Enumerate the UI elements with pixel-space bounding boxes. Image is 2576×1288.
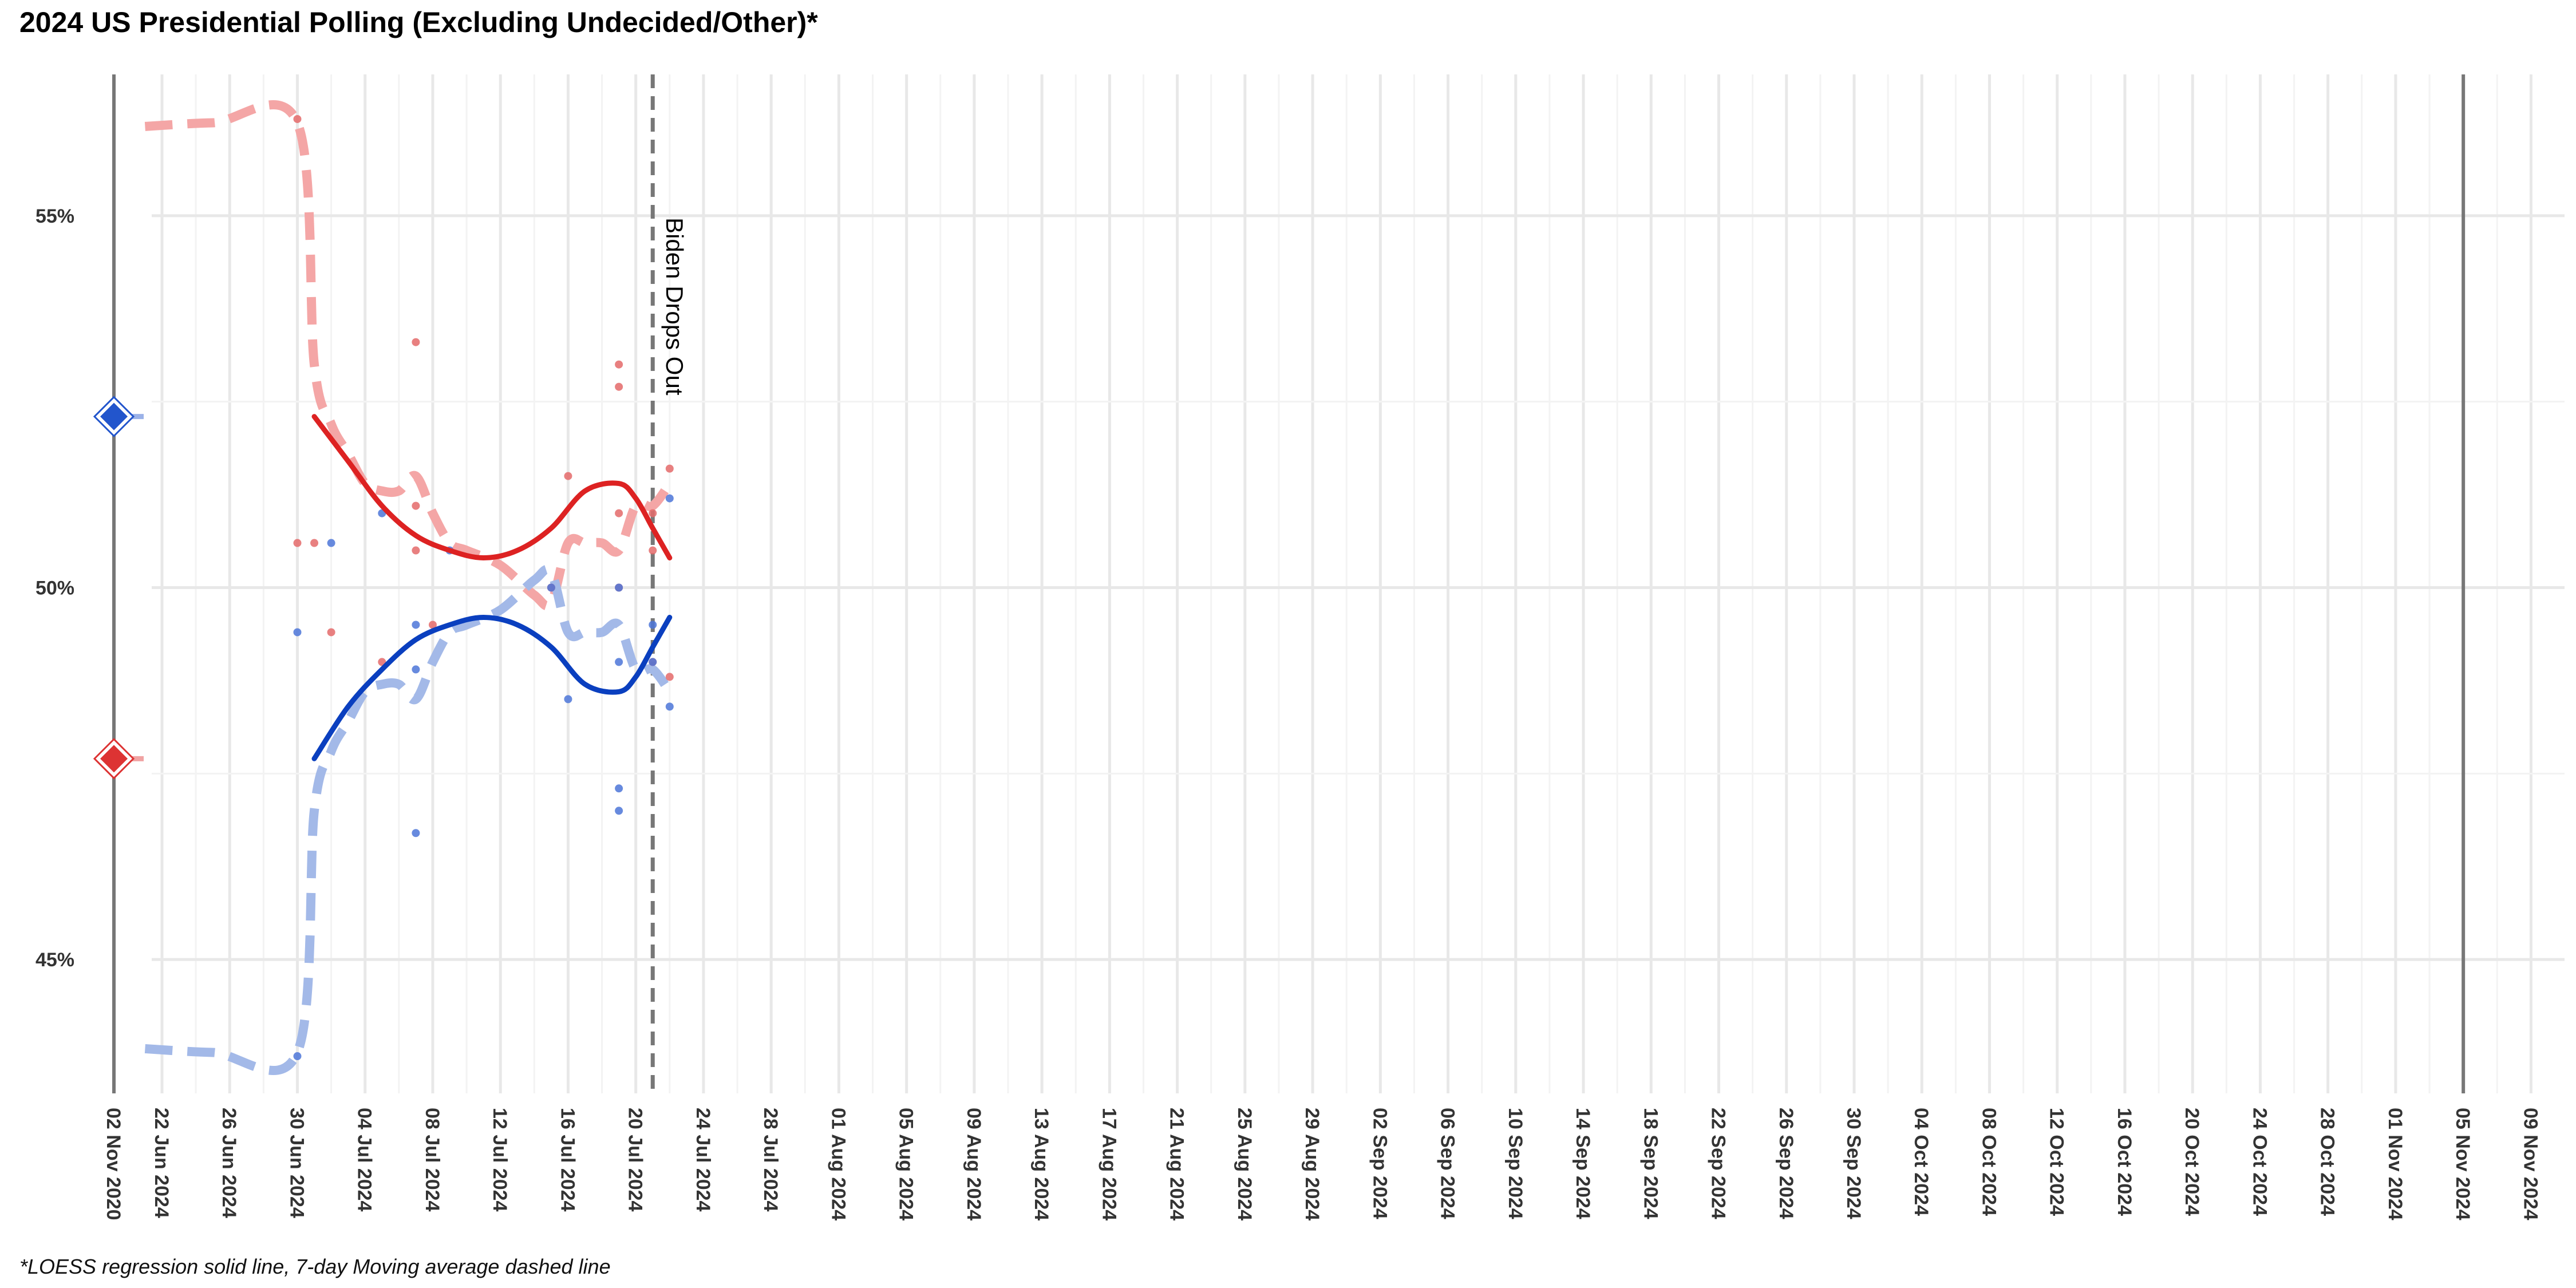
event-label: Biden Drops Out <box>661 218 688 396</box>
democratic-poll-point <box>412 829 420 837</box>
republican-poll-point <box>665 673 674 681</box>
republican-poll-point <box>615 382 623 391</box>
x-tick-label: 30 Sep 2024 <box>1843 1108 1864 1219</box>
chart-caption: *LOESS regression solid line, 7-day Movi… <box>19 1255 611 1278</box>
x-tick-label: 01 Nov 2024 <box>2384 1108 2406 1220</box>
republican-poll-point <box>327 628 335 637</box>
x-tick-label: 20 Oct 2024 <box>2181 1108 2203 1216</box>
x-tick-label: 20 Jul 2024 <box>625 1108 646 1212</box>
y-tick-label: 55% <box>35 206 74 227</box>
result-markers-layer <box>93 396 144 780</box>
x-tick-label: 22 Jun 2024 <box>151 1108 172 1218</box>
x-tick-label: 10 Sep 2024 <box>1504 1108 1526 1219</box>
x-tick-label: 12 Oct 2024 <box>2046 1108 2068 1216</box>
x-tick-label: 02 Sep 2024 <box>1369 1108 1390 1219</box>
x-tick-label: 01 Aug 2024 <box>827 1108 849 1220</box>
republican-poll-point <box>615 360 623 369</box>
x-tick-label: 09 Nov 2024 <box>2519 1108 2541 1220</box>
republican-moving-average-line <box>144 100 674 611</box>
republican-poll-point <box>564 472 572 480</box>
democratic-poll-point <box>665 494 674 503</box>
republican-poll-point <box>649 509 657 517</box>
republican-2020-result-marker <box>100 745 128 773</box>
democratic-poll-point <box>564 695 572 704</box>
reference-lines-layer: Biden Drops Out <box>112 74 2466 1093</box>
x-tick-label: 09 Aug 2024 <box>963 1108 985 1220</box>
republican-poll-point <box>649 546 657 555</box>
republican-poll-point <box>310 539 319 547</box>
republican-poll-point <box>293 539 302 547</box>
x-tick-label: 26 Jun 2024 <box>218 1108 240 1218</box>
x-tick-labels: 02 Nov 2020 22 Jun 2024 26 Jun 2024 30 Jun … <box>102 1108 2541 1220</box>
republican-poll-point <box>615 509 623 517</box>
x-tick-label: 22 Sep 2024 <box>1708 1108 1729 1219</box>
x-tick-label: 25 Aug 2024 <box>1234 1108 1255 1220</box>
x-tick-label: 21 Aug 2024 <box>1166 1108 1188 1220</box>
loess-layer <box>311 414 673 761</box>
x-tick-label: 12 Jul 2024 <box>489 1108 511 1212</box>
democratic-poll-point <box>293 1052 302 1061</box>
republican-poll-point <box>412 338 420 346</box>
y-tick-label: 50% <box>35 577 74 599</box>
x-tick-label: 08 Jul 2024 <box>421 1108 443 1212</box>
democratic-poll-point <box>293 628 302 637</box>
democratic-poll-point <box>649 621 657 629</box>
republican-poll-point <box>293 114 302 123</box>
moving-average-layer <box>144 100 674 1076</box>
democratic-poll-point <box>327 539 335 547</box>
democratic-poll-point <box>412 621 420 629</box>
democratic-poll-point <box>412 665 420 674</box>
republican-poll-point <box>412 501 420 510</box>
x-tick-label: 05 Nov 2024 <box>2452 1108 2474 1220</box>
democratic-moving-average-line <box>144 564 674 1076</box>
republican-poll-point <box>428 621 437 629</box>
x-tick-label: 28 Jul 2024 <box>760 1108 781 1212</box>
x-tick-label: 26 Sep 2024 <box>1775 1108 1797 1219</box>
republican-poll-point <box>412 546 420 555</box>
democratic-2020-result-marker <box>100 402 128 430</box>
x-tick-label: 30 Jun 2024 <box>286 1108 307 1218</box>
y-tick-labels: 45% 50% 55% <box>35 206 74 971</box>
republican-loess-line <box>311 414 673 561</box>
democratic-poll-point <box>615 784 623 793</box>
x-tick-label: 14 Sep 2024 <box>1572 1108 1594 1219</box>
x-tick-label: 04 Jul 2024 <box>354 1108 376 1212</box>
x-tick-label: 08 Oct 2024 <box>1978 1108 2000 1216</box>
x-tick-label: 06 Sep 2024 <box>1437 1108 1459 1219</box>
y-tick-label: 45% <box>35 949 74 971</box>
x-tick-label: 02 Nov 2020 <box>102 1108 124 1220</box>
x-tick-label: 16 Oct 2024 <box>2113 1108 2135 1216</box>
x-tick-label: 18 Sep 2024 <box>1639 1108 1661 1219</box>
democratic-poll-point <box>547 583 555 592</box>
democratic-poll-point <box>615 658 623 666</box>
republican-poll-point <box>665 464 674 473</box>
democratic-poll-point <box>615 583 623 592</box>
democratic-poll-point <box>649 658 657 666</box>
democratic-poll-point <box>615 807 623 815</box>
democratic-poll-point <box>665 702 674 711</box>
x-tick-label: 13 Aug 2024 <box>1030 1108 1052 1220</box>
x-tick-label: 28 Oct 2024 <box>2317 1108 2338 1216</box>
x-tick-label: 24 Oct 2024 <box>2249 1108 2270 1216</box>
x-tick-label: 16 Jul 2024 <box>556 1108 578 1212</box>
grid-layer <box>152 74 2565 1093</box>
x-tick-label: 24 Jul 2024 <box>692 1108 714 1212</box>
x-tick-label: 05 Aug 2024 <box>895 1108 917 1220</box>
x-tick-label: 17 Aug 2024 <box>1098 1108 1120 1220</box>
chart-title: 2024 US Presidential Polling (Excluding … <box>19 6 818 38</box>
x-tick-label: 04 Oct 2024 <box>1910 1108 1932 1216</box>
democratic-loess-line <box>311 614 673 761</box>
poll-points-layer <box>293 114 674 1061</box>
x-tick-label: 29 Aug 2024 <box>1301 1108 1323 1220</box>
